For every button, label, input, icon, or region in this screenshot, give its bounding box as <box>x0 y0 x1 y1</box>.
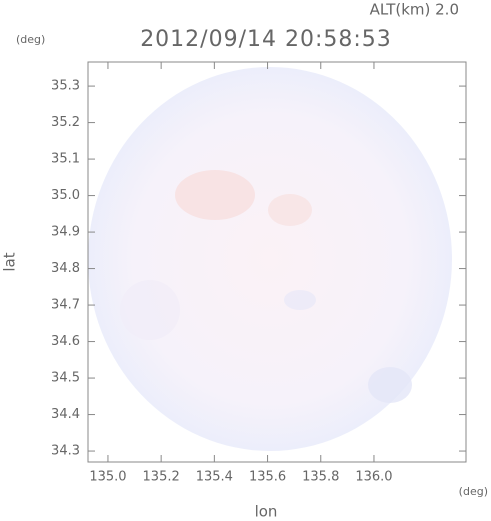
x-tick-label: 135.6 <box>249 470 286 485</box>
x-tick-label: 136.0 <box>355 470 392 485</box>
y-tick-label: 35.1 <box>51 152 80 167</box>
x-tick-label: 135.4 <box>196 470 233 485</box>
y-tick-label: 35.2 <box>51 115 80 130</box>
y-tick-label: 34.4 <box>51 407 80 422</box>
x-tick-label: 135.8 <box>302 470 339 485</box>
y-tick-label: 34.8 <box>51 261 80 276</box>
y-tick-label: 34.7 <box>51 298 80 313</box>
y-tick-label: 34.9 <box>51 225 80 240</box>
x-axis-label: lon <box>255 503 278 521</box>
radar-field <box>88 67 452 451</box>
y-tick-label: 34.5 <box>51 371 80 386</box>
y-tick-label: 34.6 <box>51 334 80 349</box>
y-tick-label: 35.3 <box>51 79 80 94</box>
plot-frame <box>87 61 467 463</box>
x-tick-label: 135.2 <box>143 470 180 485</box>
chart-title: 2012/09/14 20:58:53 <box>140 27 392 52</box>
x-tick-label: 135.0 <box>89 470 126 485</box>
x-unit: (deg) <box>459 485 488 498</box>
y-unit: (deg) <box>16 33 45 46</box>
altitude-label: ALT(km) 2.0 <box>370 1 459 19</box>
y-tick-label: 34.3 <box>51 444 80 459</box>
y-axis-label: lat <box>1 252 19 271</box>
y-tick-label: 35.0 <box>51 188 80 203</box>
